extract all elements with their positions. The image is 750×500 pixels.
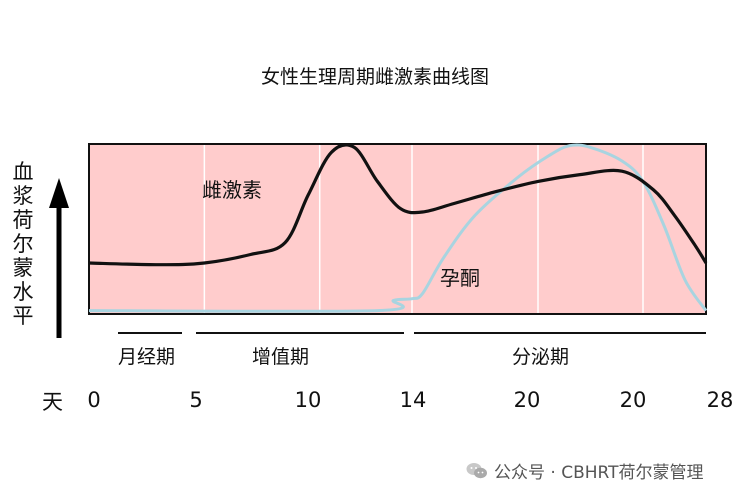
phase-label-secretory: 分泌期 [512, 346, 570, 368]
chart-title: 女性生理周期雌激素曲线图 [260, 66, 489, 88]
x-tick-label: 5 [189, 388, 203, 412]
watermark: 公众号 · CBHRT荷尔蒙管理 [466, 458, 704, 483]
y-axis-arrow-head [49, 178, 69, 208]
phase-label-menstrual: 月经期 [118, 346, 176, 368]
x-tick-label: 0 [87, 388, 101, 412]
x-tick-label: 20 [513, 388, 541, 412]
plot-frame [88, 143, 707, 315]
x-tick-label: 20 [619, 388, 647, 412]
phase-label-proliferative: 增值期 [252, 346, 310, 368]
y-axis-label: 血浆荷尔蒙水平 [10, 160, 36, 328]
y-axis-label-char: 浆 [12, 184, 34, 208]
y-axis-label-char: 尔 [12, 232, 34, 256]
estrogen-line [88, 143, 708, 267]
x-tick-label: 14 [399, 388, 427, 412]
x-tick-label: 10 [294, 388, 322, 412]
y-axis-label-char: 荷 [12, 208, 34, 232]
wechat-icon [466, 462, 488, 480]
y-axis-label-char: 平 [12, 304, 34, 328]
y-axis-label-char: 蒙 [12, 256, 34, 280]
progesterone-line [88, 143, 708, 313]
y-axis-label-char: 血 [12, 160, 34, 184]
watermark-text: 公众号 · CBHRT荷尔蒙管理 [494, 463, 704, 483]
x-axis-unit-label: 天 [42, 390, 63, 414]
series-label-estrogen: 雌激素 [202, 178, 262, 202]
series-label-progesterone: 孕酮 [440, 266, 480, 290]
x-tick-label: 28 [706, 388, 734, 412]
y-axis-label-char: 水 [12, 280, 34, 304]
